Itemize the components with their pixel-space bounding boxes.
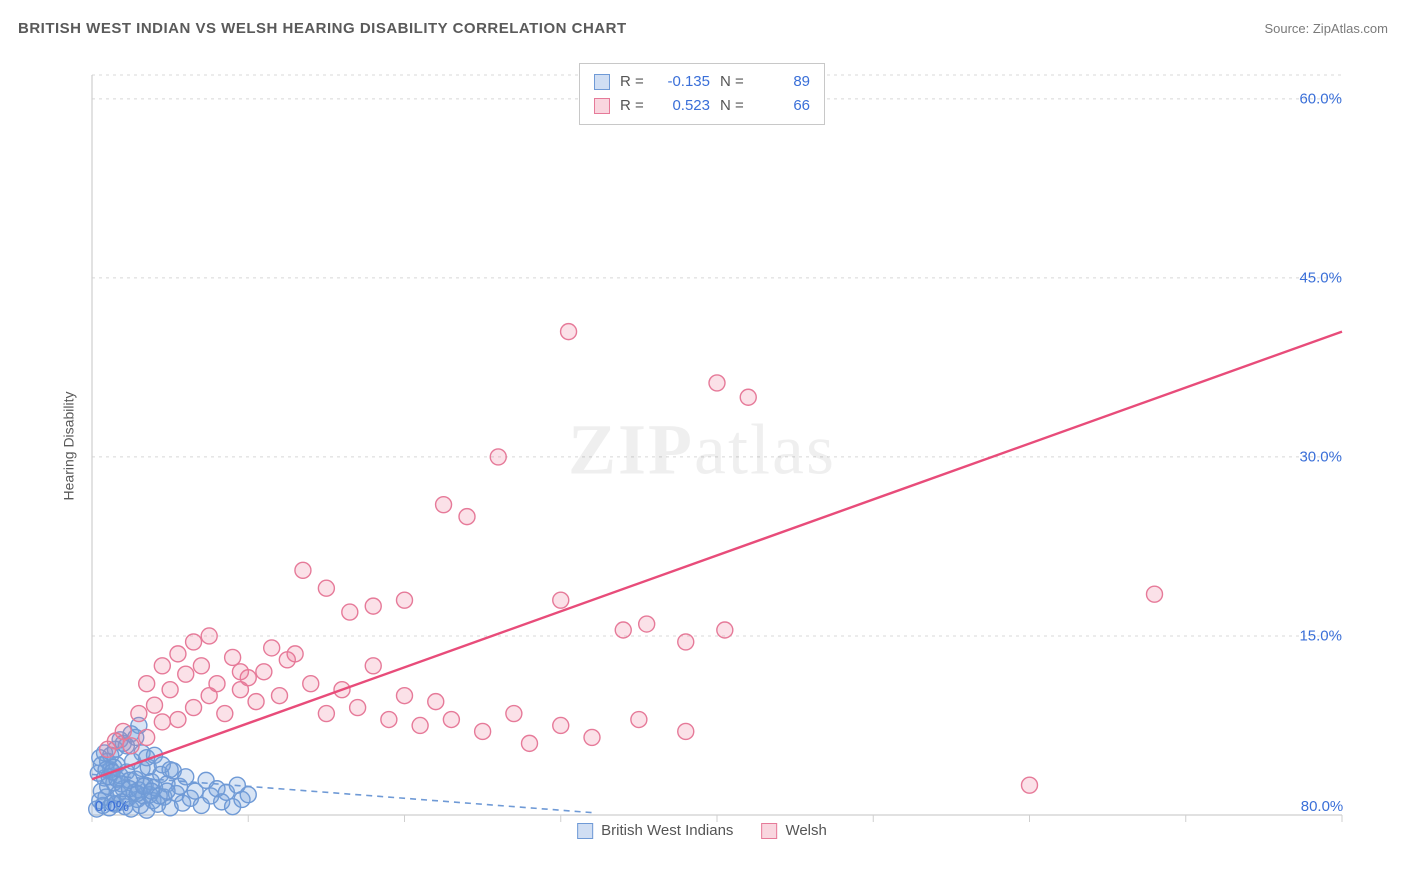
chart-source: Source: ZipAtlas.com xyxy=(1264,21,1388,36)
legend-label-bwi: British West Indians xyxy=(601,822,733,839)
source-link[interactable]: ZipAtlas.com xyxy=(1313,21,1388,36)
r-value-bwi: -0.135 xyxy=(658,70,710,94)
swatch-bwi xyxy=(577,823,593,839)
y-tick-label: 15.0% xyxy=(1299,627,1342,644)
chart-header: BRITISH WEST INDIAN VS WELSH HEARING DIS… xyxy=(18,20,1388,37)
legend-row-bwi: R = -0.135 N = 89 xyxy=(594,70,810,94)
swatch-bwi xyxy=(594,74,610,90)
swatch-welsh xyxy=(761,823,777,839)
y-tick-label: 45.0% xyxy=(1299,269,1342,286)
legend-label-welsh: Welsh xyxy=(785,822,826,839)
n-value-bwi: 89 xyxy=(758,70,810,94)
legend-row-welsh: R = 0.523 N = 66 xyxy=(594,94,810,118)
r-value-welsh: 0.523 xyxy=(658,94,710,118)
chart-area: ZIPatlas R = -0.135 N = 89 R = 0.523 N =… xyxy=(52,55,1352,845)
y-tick-label: 60.0% xyxy=(1299,90,1342,107)
r-label: R = xyxy=(620,94,648,118)
series-legend: British West Indians Welsh xyxy=(577,822,827,839)
scatter-chart xyxy=(52,55,1352,845)
swatch-welsh xyxy=(594,98,610,114)
source-prefix: Source: xyxy=(1264,21,1312,36)
legend-item-bwi: British West Indians xyxy=(577,822,733,839)
x-tick-label: 0.0% xyxy=(95,798,129,815)
x-tick-label: 80.0% xyxy=(1301,798,1344,815)
correlation-legend: R = -0.135 N = 89 R = 0.523 N = 66 xyxy=(579,63,825,125)
legend-item-welsh: Welsh xyxy=(761,822,826,839)
n-label: N = xyxy=(720,70,748,94)
r-label: R = xyxy=(620,70,648,94)
y-tick-label: 30.0% xyxy=(1299,448,1342,465)
chart-title: BRITISH WEST INDIAN VS WELSH HEARING DIS… xyxy=(18,20,627,37)
n-label: N = xyxy=(720,94,748,118)
n-value-welsh: 66 xyxy=(758,94,810,118)
